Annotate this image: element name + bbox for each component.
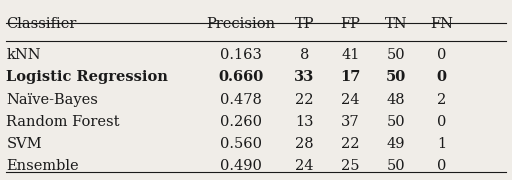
Text: 0.560: 0.560 (220, 137, 262, 151)
Text: 24: 24 (341, 93, 359, 107)
Text: Ensemble: Ensemble (7, 159, 79, 173)
Text: kNN: kNN (7, 48, 41, 62)
Text: 0.163: 0.163 (220, 48, 262, 62)
Text: 41: 41 (341, 48, 359, 62)
Text: 0.660: 0.660 (218, 70, 263, 84)
Text: 13: 13 (295, 115, 314, 129)
Text: 0.260: 0.260 (220, 115, 262, 129)
Text: 0: 0 (437, 70, 447, 84)
Text: 50: 50 (387, 48, 406, 62)
Text: 22: 22 (295, 93, 314, 107)
Text: FP: FP (340, 17, 360, 31)
Text: 2: 2 (437, 93, 446, 107)
Text: 17: 17 (340, 70, 360, 84)
Text: Classifier: Classifier (7, 17, 77, 31)
Text: 28: 28 (295, 137, 314, 151)
Text: 48: 48 (387, 93, 406, 107)
Text: 49: 49 (387, 137, 406, 151)
Text: TP: TP (294, 17, 314, 31)
Text: TN: TN (385, 17, 408, 31)
Text: 0.490: 0.490 (220, 159, 262, 173)
Text: 24: 24 (295, 159, 314, 173)
Text: SVM: SVM (7, 137, 42, 151)
Text: Precision: Precision (206, 17, 275, 31)
Text: 25: 25 (341, 159, 359, 173)
Text: 0.478: 0.478 (220, 93, 262, 107)
Text: 0: 0 (437, 48, 446, 62)
Text: FN: FN (431, 17, 453, 31)
Text: 33: 33 (294, 70, 314, 84)
Text: Logistic Regression: Logistic Regression (7, 70, 168, 84)
Text: Naïve-Bayes: Naïve-Bayes (7, 93, 98, 107)
Text: 8: 8 (300, 48, 309, 62)
Text: 50: 50 (386, 70, 406, 84)
Text: 0: 0 (437, 115, 446, 129)
Text: 22: 22 (341, 137, 359, 151)
Text: Random Forest: Random Forest (7, 115, 120, 129)
Text: 50: 50 (387, 115, 406, 129)
Text: 37: 37 (341, 115, 359, 129)
Text: 0: 0 (437, 159, 446, 173)
Text: 1: 1 (437, 137, 446, 151)
Text: 50: 50 (387, 159, 406, 173)
